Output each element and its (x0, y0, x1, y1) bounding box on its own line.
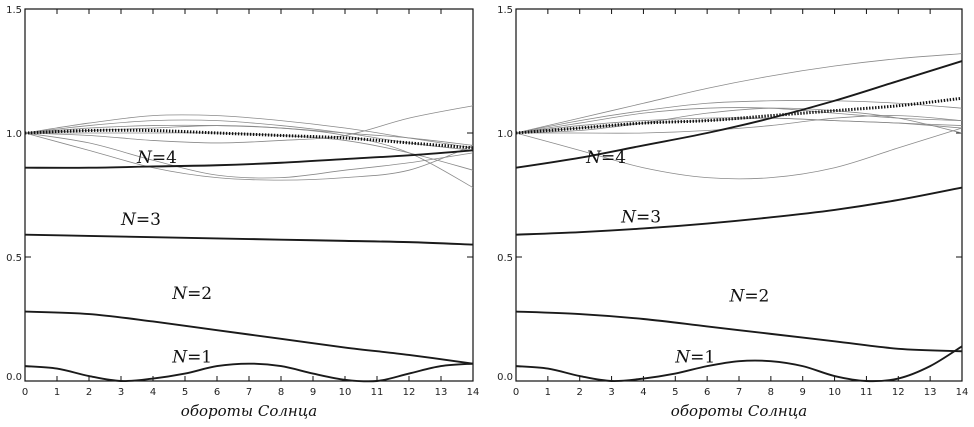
n-label-var: N (728, 287, 745, 307)
x-tick-label: 14 (467, 387, 480, 398)
y-tick-label: 0.0 (497, 372, 513, 383)
x-tick-label: 13 (924, 387, 937, 398)
n-series-line-4 (24, 149, 474, 169)
thin-series-line (515, 127, 963, 180)
x-tick-label: 14 (956, 387, 969, 398)
x-tick-label: 12 (892, 387, 905, 398)
x-tick-label: 11 (860, 387, 873, 398)
x-tick-label: 5 (672, 387, 678, 398)
x-tick-label: 13 (435, 387, 448, 398)
x-tick-label: 4 (150, 387, 156, 398)
thin-series-line (515, 107, 963, 134)
x-tick-label: 4 (640, 387, 646, 398)
n-label: N=4 (136, 148, 177, 168)
n-label: N=1 (171, 347, 212, 367)
thin-series-line (24, 119, 474, 151)
x-tick-label: 3 (118, 387, 124, 398)
y-tick-label: 0.0 (6, 372, 22, 383)
x-tick-label: 9 (310, 387, 316, 398)
n-label-var: N (674, 347, 691, 367)
n-label: N=3 (620, 207, 661, 227)
plot-frame (515, 8, 963, 382)
x-tick-label: 12 (403, 387, 416, 398)
x-tick-label: 10 (339, 387, 352, 398)
y-tick-label: 1.5 (6, 5, 22, 16)
x-tick-label: 0 (513, 387, 519, 398)
x-tick-label: 7 (736, 387, 742, 398)
thin-series-line (515, 100, 963, 134)
n-label-value: =3 (136, 210, 161, 230)
x-tick-label: 8 (768, 387, 774, 398)
x-tick-label: 1 (54, 387, 60, 398)
chart-panel-2: 0 1 2 3 4 5 6 7 8 9 10 11 12 13 140.00.51.01.5N=4N=3N=… (497, 5, 968, 420)
y-tick-label: 1.0 (6, 129, 22, 140)
n-series-line-2 (515, 310, 963, 353)
x-tick-label: 2 (86, 387, 92, 398)
n-series-line-4 (515, 60, 963, 169)
x-tick-label: 0 (22, 387, 28, 398)
x-axis-label: обороты Солнца (671, 402, 807, 420)
n-label-value: =1 (187, 347, 212, 367)
x-tick-label: 6 (214, 387, 220, 398)
y-tick-label: 0.5 (6, 253, 22, 264)
n-label: N=1 (674, 347, 715, 367)
x-tick-label: 11 (371, 387, 384, 398)
n-label-value: =1 (690, 347, 715, 367)
x-axis-label: обороты Солнца (181, 402, 317, 420)
chart-panel-1: 0 1 2 3 4 5 6 7 8 9 10 11 12 13 140.00.51.01.5N=4N=3N=… (6, 5, 479, 420)
thin-series-line (24, 105, 474, 144)
thin-series-line (515, 107, 963, 134)
n-label: N=3 (120, 210, 161, 230)
thin-series-line (24, 132, 474, 179)
y-tick-label: 1.0 (497, 129, 513, 140)
x-tick-label: 7 (246, 387, 252, 398)
x-tick-label: 8 (278, 387, 284, 398)
n-label-value: =3 (636, 207, 661, 227)
n-series-line-3 (24, 233, 474, 246)
x-tick-label: 10 (828, 387, 841, 398)
n-label-var: N (120, 210, 137, 230)
n-label-var: N (136, 148, 153, 168)
thin-series-line (24, 132, 474, 181)
y-tick-label: 1.5 (497, 5, 513, 16)
plot-frame (24, 8, 474, 382)
n-label-value: =4 (152, 148, 177, 168)
x-tick-label: 5 (182, 387, 188, 398)
x-tick-label: 3 (608, 387, 614, 398)
thin-series-line (516, 115, 963, 134)
thin-series-line (515, 53, 963, 134)
n-label: N=4 (585, 148, 626, 168)
n-label-value: =2 (187, 284, 212, 304)
x-tick-label: 2 (577, 387, 583, 398)
x-tick-label: 6 (704, 387, 710, 398)
mean-series-line (24, 128, 474, 150)
n-label-var: N (620, 207, 637, 227)
n-label: N=2 (728, 287, 769, 307)
n-series-line-2 (24, 310, 474, 365)
n-label: N=2 (171, 284, 212, 304)
n-label-var: N (171, 347, 188, 367)
n-label-value: =2 (744, 287, 769, 307)
n-label-value: =4 (601, 148, 626, 168)
thin-series-line (24, 125, 474, 188)
n-series-line-3 (515, 186, 963, 236)
n-series-line-1 (515, 345, 963, 383)
n-label-var: N (585, 148, 602, 168)
y-tick-label: 0.5 (497, 253, 513, 264)
x-tick-label: 9 (800, 387, 806, 398)
n-series-line-1 (24, 362, 474, 383)
n-label-var: N (171, 284, 188, 304)
x-tick-label: 1 (545, 387, 551, 398)
